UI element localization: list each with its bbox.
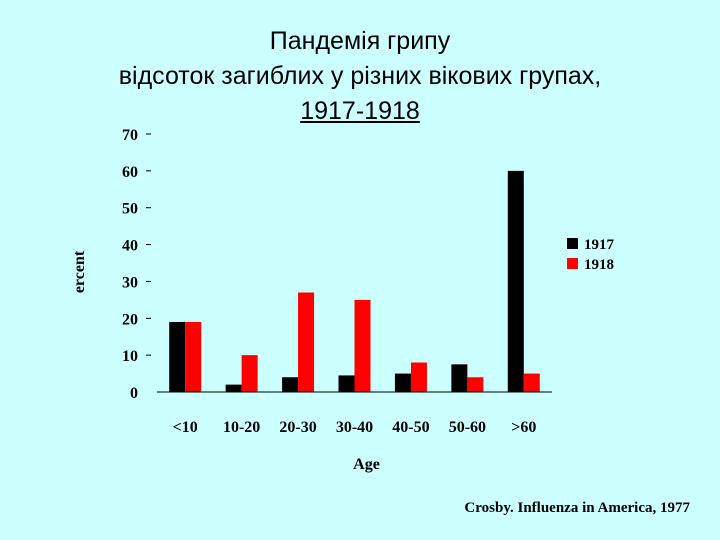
- chart-title: Пандемія грипу відсоток загиблих у різни…: [0, 24, 720, 129]
- legend: 1917 1918: [558, 228, 640, 290]
- bar-1917-3: [338, 375, 355, 392]
- y-tick-label: 60: [122, 164, 138, 181]
- legend-swatch-1918: [567, 258, 578, 269]
- y-tick-label: 0: [130, 385, 138, 402]
- y-tick-label: 20: [122, 311, 138, 328]
- y-tick-label: 50: [122, 201, 138, 218]
- bar-1917-2: [282, 377, 299, 392]
- bar-1918-6: [523, 373, 540, 392]
- legend-swatch-1917: [567, 238, 578, 249]
- y-tick-label: 70: [122, 127, 138, 144]
- x-axis-label: Age: [353, 456, 380, 473]
- y-tick-label: 30: [122, 274, 138, 291]
- bar-1917-0: [169, 321, 186, 392]
- title-line-3: 1917-1918: [300, 97, 420, 125]
- x-tick-label: 50-60: [449, 419, 486, 436]
- bar-1918-1: [241, 355, 258, 392]
- title-line-1: Пандемія грипу: [269, 27, 451, 55]
- y-axis-label: ercent: [71, 250, 88, 293]
- y-tick-label: 40: [122, 238, 138, 255]
- bar-1918-5: [467, 377, 484, 392]
- bar-1917-6: [507, 170, 524, 392]
- bar-1917-5: [451, 364, 468, 392]
- title-line-2: відсоток загиблих у різних вікових група…: [118, 62, 602, 90]
- legend-label-1918: 1918: [584, 257, 614, 273]
- bar-1918-3: [354, 299, 371, 392]
- x-tick-label: 20-30: [279, 419, 316, 436]
- bar-1917-1: [225, 384, 242, 392]
- bar-1918-2: [298, 292, 315, 392]
- x-tick-label: <10: [173, 419, 198, 436]
- x-tick-label: 10-20: [223, 419, 260, 436]
- bar-1918-4: [410, 362, 427, 392]
- citation: Crosby. Influenza in America, 1977: [464, 500, 690, 516]
- bar-1917-4: [394, 373, 411, 392]
- x-tick-label: 30-40: [336, 419, 373, 436]
- bar-1918-0: [185, 321, 202, 392]
- legend-label-1917: 1917: [584, 237, 615, 253]
- y-tick-label: 10: [122, 348, 138, 365]
- x-tick-label: >60: [511, 419, 536, 436]
- x-tick-label: 40-50: [392, 419, 429, 436]
